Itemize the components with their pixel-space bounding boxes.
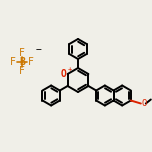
Text: F: F xyxy=(19,66,25,76)
Text: F: F xyxy=(19,48,25,58)
Text: −: − xyxy=(36,45,42,55)
Text: F: F xyxy=(10,57,16,67)
Text: B: B xyxy=(19,57,25,67)
Text: F: F xyxy=(28,57,34,67)
Text: O: O xyxy=(61,69,67,79)
Text: +: + xyxy=(67,66,72,72)
Text: O: O xyxy=(141,99,147,108)
